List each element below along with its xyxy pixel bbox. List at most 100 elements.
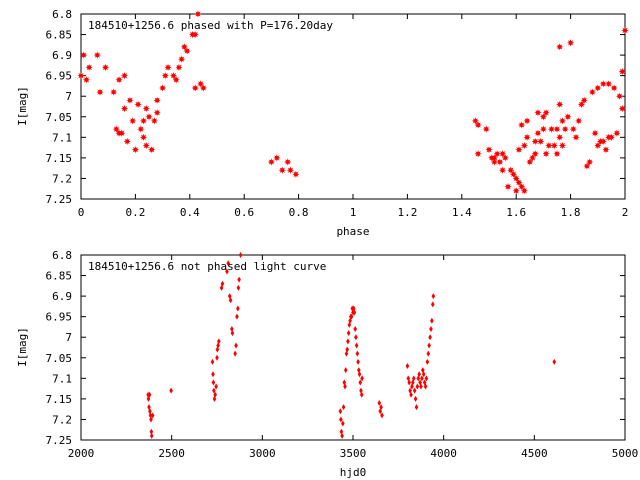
phased-data-point bbox=[123, 137, 131, 146]
unphased-data-point bbox=[225, 268, 229, 275]
phased-y-tick-label: 7 bbox=[65, 90, 72, 103]
phased-x-tick-label: 0.8 bbox=[289, 206, 309, 219]
unphased-data-point bbox=[236, 305, 240, 312]
unphased-data-point bbox=[346, 330, 351, 337]
phased-data-point bbox=[553, 125, 561, 133]
phased-data-point bbox=[504, 183, 512, 191]
unphased-data-point bbox=[407, 379, 412, 386]
phased-data-point bbox=[101, 63, 110, 72]
phased-y-tick-label: 7.1 bbox=[52, 131, 72, 144]
phased-data-point bbox=[159, 84, 167, 92]
phased-data-point bbox=[558, 117, 567, 125]
phased-data-point bbox=[172, 76, 180, 84]
unphased-data-point bbox=[352, 309, 357, 316]
phased-data-point bbox=[169, 72, 178, 80]
phased-data-point bbox=[556, 133, 564, 141]
unphased-data-point bbox=[420, 375, 424, 382]
phased-data-point bbox=[110, 88, 118, 96]
unphased-data-point bbox=[341, 404, 346, 411]
phased-x-tick-label: 1.4 bbox=[452, 206, 472, 219]
phased-data-point bbox=[599, 80, 607, 88]
unphased-data-point bbox=[360, 375, 364, 382]
phased-data-point bbox=[556, 43, 564, 51]
phased-data-point bbox=[558, 141, 567, 150]
phased-data-point bbox=[137, 125, 145, 133]
phased-data-point bbox=[515, 178, 523, 187]
phased-x-axis-label: phase bbox=[336, 225, 369, 238]
phased-data-point bbox=[267, 158, 275, 166]
unphased-data-point bbox=[149, 428, 154, 435]
unphased-data-point bbox=[230, 326, 234, 332]
unphased-data-point bbox=[357, 371, 362, 378]
phased-data-point bbox=[509, 170, 518, 178]
phased-data-point bbox=[142, 104, 150, 113]
phased-data-point bbox=[145, 113, 153, 121]
phased-data-point bbox=[594, 141, 602, 150]
unphased-data-point bbox=[412, 387, 417, 394]
phased-x-tick-label: 2 bbox=[622, 206, 629, 219]
phased-ticks: 0 0.2 0.4 0.6 0.8 1 1.2 1.4 1.6 1.8 2 6.8 6.85 6.9 6.9… bbox=[46, 8, 629, 219]
phased-x-tick-label: 0 bbox=[78, 206, 85, 219]
phased-y-tick-label: 6.8 bbox=[52, 8, 72, 21]
phased-x-tick-label: 1.2 bbox=[397, 206, 417, 219]
phased-data-point bbox=[607, 133, 615, 141]
phased-data-point bbox=[605, 80, 613, 88]
phased-data-point bbox=[518, 183, 526, 191]
unphased-data-point bbox=[429, 326, 433, 332]
phased-data-point bbox=[153, 96, 161, 104]
phased-data-point bbox=[618, 67, 626, 76]
phased-y-axis-label: I[mag] bbox=[16, 86, 29, 126]
unphased-data-point bbox=[379, 404, 383, 411]
phased-data-point bbox=[577, 100, 586, 109]
unphased-data-point bbox=[215, 354, 219, 361]
phased-data-point bbox=[191, 30, 199, 39]
unphased-data-point bbox=[377, 400, 382, 406]
phased-data-point bbox=[120, 104, 129, 113]
unphased-data-point bbox=[146, 395, 151, 402]
unphased-data-point bbox=[213, 391, 217, 398]
unphased-data-point bbox=[353, 326, 357, 332]
unphased-data-point bbox=[233, 350, 237, 357]
unphased-data-point bbox=[414, 404, 419, 411]
phased-x-tick-label: 1.8 bbox=[561, 206, 581, 219]
unphased-y-tick-label: 6.9 bbox=[52, 290, 72, 303]
unphased-data-point bbox=[212, 387, 216, 394]
unphased-data-point bbox=[419, 383, 423, 390]
phased-data-point bbox=[286, 166, 295, 174]
phased-data-point bbox=[572, 133, 580, 141]
phased-data-point bbox=[273, 154, 281, 162]
unphased-data-point bbox=[408, 387, 412, 394]
phased-data-point bbox=[134, 100, 142, 109]
unphased-y-tick-label: 6.8 bbox=[52, 249, 72, 262]
unphased-data-point bbox=[428, 334, 432, 341]
phased-data-point bbox=[534, 129, 542, 137]
phased-data-point bbox=[490, 158, 499, 166]
unphased-data-point bbox=[343, 367, 348, 374]
phased-data-point bbox=[594, 84, 602, 92]
phased-data-point bbox=[520, 187, 528, 195]
unphased-data-point bbox=[415, 383, 420, 390]
phased-data-point bbox=[561, 125, 569, 133]
unphased-data-point bbox=[430, 301, 435, 308]
phased-data-point bbox=[613, 129, 621, 137]
phased-y-tick-label: 7.05 bbox=[46, 111, 73, 124]
phased-data-point bbox=[112, 125, 120, 133]
unphased-x-tick-label: 4000 bbox=[430, 447, 457, 460]
unphased-y-tick-label: 7 bbox=[65, 331, 72, 344]
unphased-x-tick-label: 2500 bbox=[158, 447, 185, 460]
phased-data-point bbox=[575, 117, 583, 125]
unphased-data-point bbox=[345, 346, 349, 353]
phased-data-point bbox=[621, 26, 629, 35]
unphased-data-point bbox=[235, 313, 239, 320]
phased-data-point bbox=[126, 96, 134, 104]
unphased-y-tick-label: 7.1 bbox=[52, 372, 72, 385]
unphased-data-point bbox=[411, 379, 415, 386]
unphased-plot-title: 184510+1256.6 not phased light curve bbox=[88, 260, 326, 273]
phased-data-point bbox=[129, 117, 137, 125]
unphased-data-point bbox=[356, 358, 360, 365]
unphased-data-point bbox=[355, 350, 360, 357]
phased-data-point bbox=[180, 43, 188, 51]
unphased-data-point bbox=[214, 383, 218, 390]
unphased-data-point bbox=[237, 276, 241, 283]
unphased-data-point bbox=[220, 280, 225, 287]
